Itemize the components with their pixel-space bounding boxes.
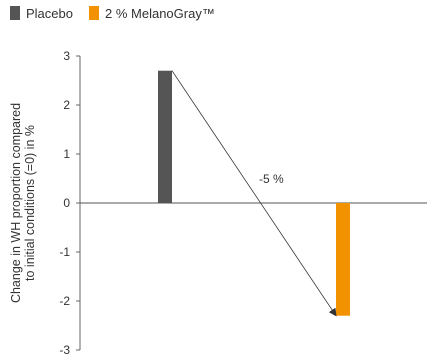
bars [158,70,350,316]
legend-label-placebo: Placebo [26,6,73,21]
legend-label-melanogray: 2 % MelanoGray™ [105,6,215,21]
legend-swatch-placebo [10,6,20,20]
y-tick-label: 3 [63,49,70,63]
y-axis-label: Change in WH proportion compared to init… [9,103,37,303]
y-ticks: 3 2 1 0 -1 -2 -3 [59,49,80,357]
y-tick-label: -2 [59,294,70,308]
y-axis-label-line-1: Change in WH proportion compared [9,103,23,303]
difference-label: -5 % [259,172,284,186]
y-tick-label: -1 [59,245,70,259]
legend: Placebo 2 % MelanoGray™ [10,6,215,21]
y-axis-label-line-2: to initial conditions (=0) in % [23,125,37,281]
difference-arrow [171,70,337,317]
y-tick-label: 1 [63,147,70,161]
legend-swatch-melanogray [89,6,99,20]
y-tick-label: -3 [59,343,70,357]
bar-melanogray [336,203,350,316]
y-tick-label: 2 [63,98,70,112]
bar-placebo [158,70,172,203]
y-tick-label: 0 [63,196,70,210]
